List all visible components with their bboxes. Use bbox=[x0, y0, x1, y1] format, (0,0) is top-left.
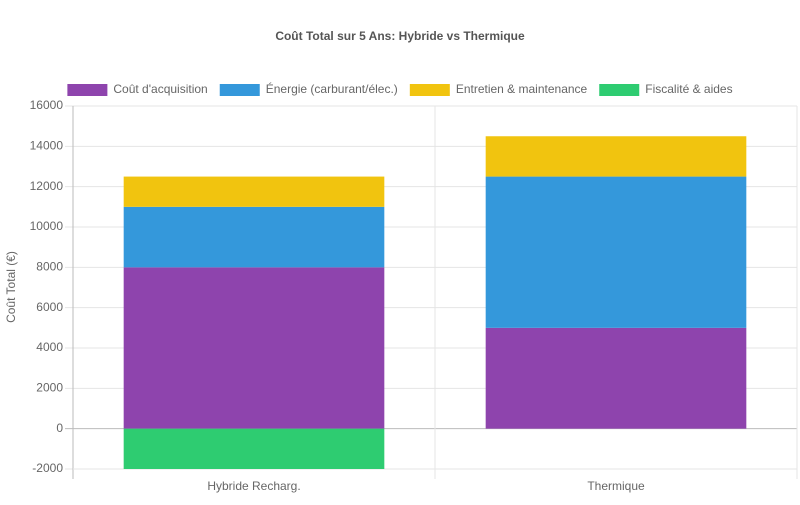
y-tick-label: 6000 bbox=[36, 300, 63, 314]
legend-swatch bbox=[409, 84, 450, 96]
bar-segment bbox=[123, 267, 385, 429]
bar-segment bbox=[485, 327, 747, 429]
bar-segment bbox=[123, 428, 385, 469]
y-tick-label: 12000 bbox=[30, 179, 64, 193]
legend-label: Entretien & maintenance bbox=[456, 82, 588, 96]
y-tick-label: -2000 bbox=[32, 461, 63, 475]
y-tick-label: 0 bbox=[56, 421, 63, 435]
legend-label: Coût d'acquisition bbox=[113, 82, 207, 96]
y-tick-label: 10000 bbox=[30, 219, 64, 233]
bar-segment bbox=[123, 206, 385, 268]
y-axis-label: Coût Total (€) bbox=[4, 251, 18, 323]
legend-swatch bbox=[219, 84, 260, 96]
bar-segment bbox=[485, 136, 747, 177]
x-tick-label: Hybride Recharg. bbox=[207, 479, 300, 493]
y-tick-label: 4000 bbox=[36, 340, 63, 354]
legend-swatch bbox=[67, 84, 108, 96]
x-tick-label: Thermique bbox=[587, 479, 645, 493]
y-tick-label: 8000 bbox=[36, 260, 63, 274]
y-tick-label: 16000 bbox=[30, 98, 64, 112]
legend-label: Énergie (carburant/élec.) bbox=[266, 81, 398, 96]
bar-segment bbox=[123, 176, 385, 207]
bar-segment bbox=[485, 176, 747, 328]
y-tick-label: 14000 bbox=[30, 139, 64, 153]
y-tick-label: 2000 bbox=[36, 381, 63, 395]
legend-swatch bbox=[599, 84, 640, 96]
chart-title: Coût Total sur 5 Ans: Hybride vs Thermiq… bbox=[275, 29, 525, 43]
legend-label: Fiscalité & aides bbox=[645, 82, 732, 96]
